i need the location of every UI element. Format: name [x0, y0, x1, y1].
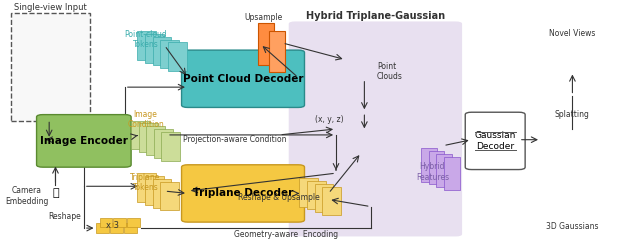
Bar	[444, 157, 460, 190]
FancyBboxPatch shape	[258, 23, 274, 65]
Text: Upsample: Upsample	[244, 13, 283, 22]
Text: Gaussian
Decoder: Gaussian Decoder	[474, 131, 516, 151]
Bar	[154, 129, 173, 158]
Bar	[168, 42, 187, 71]
Text: Novel Views: Novel Views	[549, 29, 596, 38]
Bar	[152, 179, 172, 208]
Bar	[421, 148, 437, 182]
Text: Single-view Input: Single-view Input	[14, 3, 87, 12]
Bar	[100, 218, 112, 227]
Bar	[145, 176, 164, 205]
Text: Triplane Decoder: Triplane Decoder	[193, 188, 293, 198]
Bar	[145, 34, 164, 62]
FancyBboxPatch shape	[289, 22, 462, 236]
Bar	[322, 186, 341, 215]
FancyBboxPatch shape	[182, 165, 305, 222]
Text: Point Cloud Decoder: Point Cloud Decoder	[183, 74, 303, 84]
Bar	[315, 184, 333, 212]
Text: Hybrid
Features: Hybrid Features	[416, 162, 449, 182]
Text: Reshape & Upsample: Reshape & Upsample	[238, 193, 320, 202]
Text: Triplane
Tokens: Triplane Tokens	[131, 173, 161, 192]
Text: x 3: x 3	[106, 221, 118, 230]
Text: Geometry-aware  Encoding: Geometry-aware Encoding	[234, 230, 338, 239]
FancyBboxPatch shape	[36, 115, 131, 167]
Text: Hybrid Triplane-Gaussian: Hybrid Triplane-Gaussian	[306, 12, 445, 22]
Text: Projection-aware Condition: Projection-aware Condition	[184, 135, 287, 144]
Text: (x, y, z): (x, y, z)	[316, 115, 344, 124]
Bar	[97, 223, 109, 233]
Bar	[139, 123, 157, 152]
FancyBboxPatch shape	[182, 50, 305, 108]
Text: 📷: 📷	[52, 188, 59, 198]
Bar	[160, 182, 179, 210]
Bar	[131, 121, 150, 149]
Bar	[113, 218, 126, 227]
Bar	[138, 173, 156, 202]
Text: Image Encoder: Image Encoder	[40, 136, 128, 146]
FancyBboxPatch shape	[269, 31, 285, 72]
Bar	[138, 31, 156, 60]
Text: Point-cloud
Tokens: Point-cloud Tokens	[124, 30, 167, 49]
Bar	[110, 223, 123, 233]
FancyBboxPatch shape	[465, 112, 525, 170]
Text: Splatting: Splatting	[555, 110, 590, 119]
Text: Camera
Embedding: Camera Embedding	[5, 186, 49, 206]
Bar	[160, 40, 179, 68]
FancyBboxPatch shape	[12, 13, 90, 121]
Bar	[307, 181, 326, 209]
Bar	[147, 126, 165, 155]
Bar	[300, 178, 318, 207]
Bar	[429, 151, 444, 184]
Bar	[127, 218, 140, 227]
Bar	[436, 154, 452, 187]
Text: 3D Gaussians: 3D Gaussians	[546, 222, 598, 231]
Bar	[152, 37, 172, 65]
Text: Reshape: Reshape	[49, 212, 81, 221]
Text: Point
Clouds: Point Clouds	[377, 62, 403, 81]
Text: Image
Condition: Image Condition	[127, 110, 164, 129]
Bar	[124, 223, 137, 233]
Bar	[161, 132, 180, 161]
